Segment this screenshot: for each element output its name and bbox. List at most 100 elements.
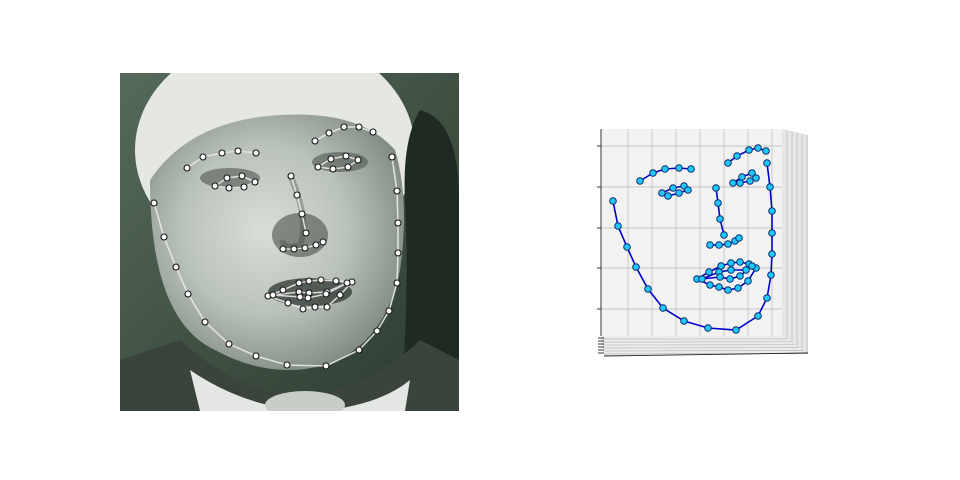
landmark-3d-point: [748, 169, 756, 177]
landmark-2d-point: [317, 276, 325, 284]
landmark-2d-point: [319, 238, 327, 246]
landmark-2d-point: [311, 303, 319, 311]
landmark-3d-point: [746, 177, 754, 185]
landmark-3d-point: [733, 152, 741, 160]
landmark-3d-point: [712, 184, 720, 192]
landmark-2d-point: [201, 318, 209, 326]
axis-ticks: [597, 145, 604, 354]
landmark-2d-point: [279, 286, 287, 294]
landmark-3d-point: [669, 184, 677, 192]
landmark-2d-point: [343, 279, 351, 287]
landmark-3d-point: [763, 294, 771, 302]
landmark-3d-point: [754, 312, 762, 320]
landmark-3d-point: [742, 266, 750, 274]
landmark-2d-point: [355, 123, 363, 131]
landmark-3d-point: [736, 179, 744, 187]
landmark-2d-point: [290, 245, 298, 253]
landmark-2d-point: [342, 152, 350, 160]
landmark-2d-point: [299, 305, 307, 313]
landmark-2d-point: [279, 245, 287, 253]
landmark-2d-point: [225, 184, 233, 192]
landmark-3d-point: [716, 273, 724, 281]
landmark-3d-point: [614, 222, 622, 230]
landmark-3d-point: [664, 192, 672, 200]
landmark-2d-point: [393, 279, 401, 287]
landmark-2d-point: [322, 290, 330, 298]
landmark-3d-point: [745, 146, 753, 154]
landmark-2d-point: [234, 147, 242, 155]
landmarks-2d: [150, 123, 402, 370]
landmark-2d-point: [305, 277, 313, 285]
landmark-3d-point: [684, 186, 692, 194]
landmark-2d-point: [283, 361, 291, 369]
landmark-3d-point: [644, 285, 652, 293]
3d-landmark-plot: [597, 129, 809, 357]
landmark-2d-point: [385, 307, 393, 315]
landmark-2d-point: [223, 174, 231, 182]
landmark-2d-point: [225, 340, 233, 348]
landmark-2d-point: [344, 163, 352, 171]
landmark-2d-point: [252, 149, 260, 157]
landmark-3d-point: [680, 317, 688, 325]
landmark-3d-point: [732, 326, 740, 334]
landmark-2d-point: [295, 279, 303, 287]
landmark-3d-point: [715, 283, 723, 291]
landmark-3d-point: [748, 262, 756, 270]
landmark-3d-point: [649, 169, 657, 177]
landmark-3d-point: [659, 304, 667, 312]
landmark-2d-point: [298, 210, 306, 218]
landmark-2d-point: [160, 233, 168, 241]
landmark-3d-point: [762, 147, 770, 155]
landmark-3d-point: [714, 199, 722, 207]
landmark-2d-point: [304, 294, 312, 302]
landmark-2d-point: [354, 156, 362, 164]
landmark-2d-point: [369, 128, 377, 136]
landmark-3d-point: [716, 215, 724, 223]
landmark-3d-point: [727, 259, 735, 267]
landmark-3d-point: [763, 159, 771, 167]
landmark-2d-point: [218, 149, 226, 157]
landmark-2d-point: [269, 291, 277, 299]
landmark-3d-point: [698, 275, 706, 283]
landmark-3d-point: [609, 197, 617, 205]
landmark-2d-point: [296, 293, 304, 301]
landmark-3d-point: [735, 234, 743, 242]
landmark-3d-point: [768, 250, 776, 258]
landmark-3d-point: [658, 189, 666, 197]
landmark-3d-point: [729, 179, 737, 187]
landmark-2d-point: [251, 178, 259, 186]
landmark-2d-point: [373, 327, 381, 335]
landmark-3d-point: [736, 272, 744, 280]
landmark-3d-point: [766, 183, 774, 191]
landmark-2d-point: [394, 249, 402, 257]
landmark-3d-point: [687, 165, 695, 173]
landmark-2d-point: [323, 303, 331, 311]
landmark-3d-point: [715, 241, 723, 249]
landmark-2d-point: [327, 155, 335, 163]
landmark-2d-point: [183, 164, 191, 172]
landmark-3d-point: [752, 174, 760, 182]
landmark-3d-point: [706, 281, 714, 289]
landmark-3d-contour: [715, 187, 725, 236]
landmark-3d-point: [636, 177, 644, 185]
landmark-2d-point: [355, 346, 363, 354]
landmark-2d-point: [394, 219, 402, 227]
landmark-2d-point: [329, 165, 337, 173]
landmark-2d-contour: [290, 175, 307, 234]
landmark-3d-point: [724, 240, 732, 248]
landmark-3d-point: [632, 263, 640, 271]
landmark-3d-point: [661, 165, 669, 173]
landmark-2d-point: [301, 244, 309, 252]
landmark-2d-point: [336, 291, 344, 299]
landmark-3d-point: [744, 277, 752, 285]
landmark-2d-point: [311, 137, 319, 145]
landmark-2d-point: [332, 277, 340, 285]
landmark-3d-point: [720, 231, 728, 239]
landmark-2d-point: [293, 191, 301, 199]
landmark-3d-point: [754, 144, 762, 152]
landmark-3d-point: [736, 258, 744, 266]
landmark-3d-point: [675, 189, 683, 197]
landmark-3d-point: [705, 268, 713, 276]
landmark-2d-point: [322, 362, 330, 370]
